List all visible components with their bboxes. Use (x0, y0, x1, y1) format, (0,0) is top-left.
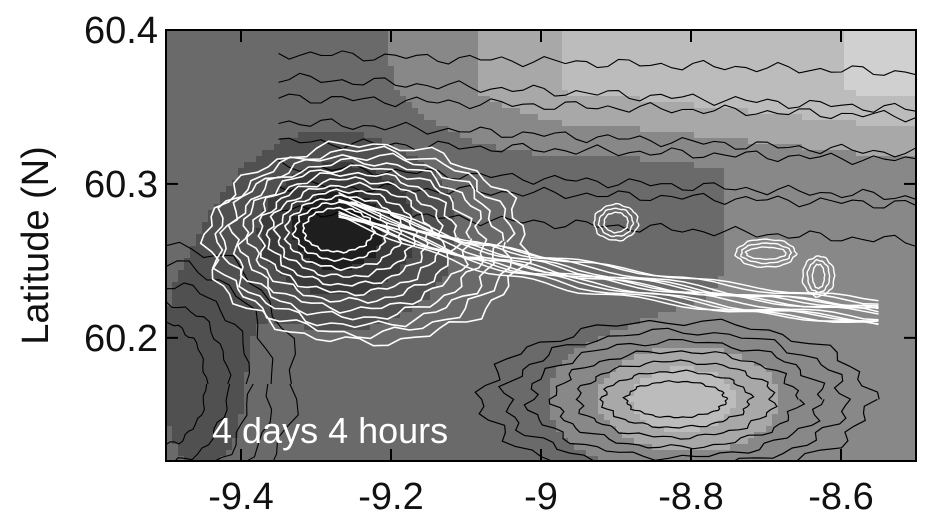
x-tick-label: -8.8 (658, 476, 723, 518)
x-tick-label: -9.2 (358, 476, 423, 518)
time-annotation: 4 days 4 hours (212, 410, 448, 451)
plot-area (35, 30, 917, 524)
y-axis-title: Latitude (N) (15, 146, 57, 345)
x-tick-label: -9.4 (208, 476, 273, 518)
y-tick-label: 60.4 (84, 10, 158, 52)
y-tick-label: 60.2 (84, 318, 158, 360)
x-tick-label: -8.6 (808, 476, 873, 518)
contour-field (166, 30, 917, 463)
x-tick-label: -9 (524, 476, 558, 518)
y-tick-label: 60.3 (84, 164, 158, 206)
